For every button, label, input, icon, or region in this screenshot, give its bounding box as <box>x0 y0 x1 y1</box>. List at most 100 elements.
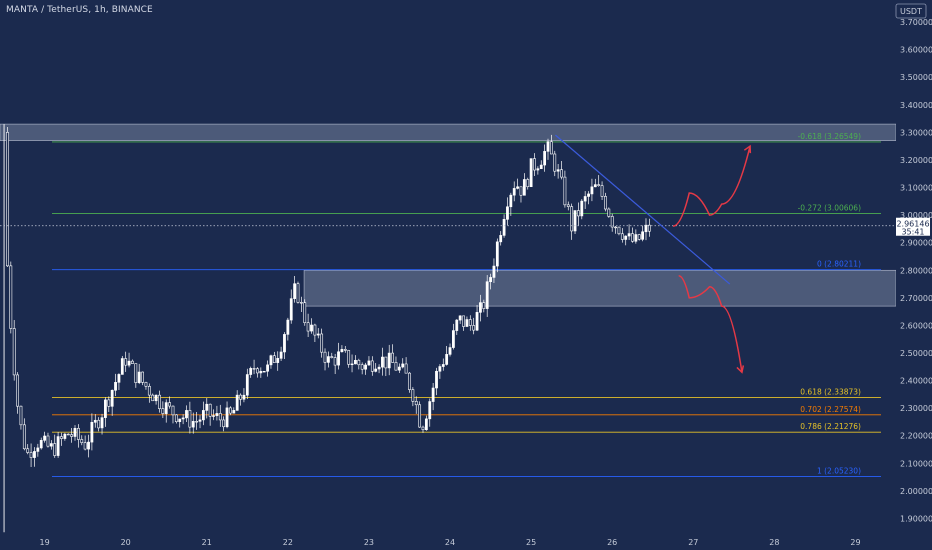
candle-body <box>614 226 617 229</box>
candle <box>326 351 330 368</box>
candle <box>323 348 327 371</box>
candle <box>191 412 195 434</box>
candle <box>556 164 560 179</box>
x-tick-label: 27 <box>688 538 698 547</box>
x-tick-label: 28 <box>769 538 779 547</box>
candle-body <box>577 210 580 217</box>
candle-body <box>566 204 570 207</box>
candle-body <box>627 233 631 237</box>
candle-body <box>316 333 320 336</box>
price-axis[interactable]: 1.90000 2.00000 2.10000 2.20000 2.30000 2.400… <box>895 0 932 550</box>
candle <box>526 177 530 190</box>
candle <box>33 447 36 467</box>
candle <box>587 191 590 205</box>
currency-label: USDT <box>900 7 922 16</box>
candle <box>303 299 307 326</box>
descending-trendline[interactable] <box>555 134 731 285</box>
fib-level-label: 1 (2.05230) <box>817 466 861 475</box>
candle-body <box>320 333 324 353</box>
candle <box>377 364 381 374</box>
candle <box>215 405 219 421</box>
candle-body <box>232 410 236 414</box>
candle <box>533 153 536 176</box>
candle <box>411 387 415 407</box>
candle-body <box>357 359 361 366</box>
candle <box>313 323 317 342</box>
candle <box>489 273 492 290</box>
candle <box>394 356 398 371</box>
candle <box>195 412 199 430</box>
candle-body <box>347 350 351 365</box>
candle <box>387 344 391 376</box>
candle <box>499 231 503 246</box>
candle <box>522 173 526 196</box>
candle-body <box>29 452 33 458</box>
candle-body <box>215 413 219 416</box>
candle-body <box>185 410 188 419</box>
candle-body <box>256 368 259 374</box>
candle <box>333 353 337 375</box>
candle-body <box>421 426 425 431</box>
candle <box>198 415 202 429</box>
candle-body <box>286 319 290 335</box>
x-tick-label: 22 <box>283 538 293 547</box>
bullish-projection-arrow[interactable] <box>672 145 751 227</box>
currency-button[interactable] <box>895 3 927 19</box>
drawings[interactable] <box>0 134 896 374</box>
candle <box>320 328 324 358</box>
candle <box>141 371 144 386</box>
candle-body <box>110 389 114 407</box>
candle-body <box>49 443 53 447</box>
y-tick-label: 3.20000 <box>900 156 932 165</box>
candle-body <box>276 358 280 363</box>
candle-body <box>556 169 560 172</box>
candle <box>272 351 276 363</box>
x-tick-label: 24 <box>445 538 455 547</box>
current-price-tag[interactable] <box>896 217 930 236</box>
candle <box>560 161 563 180</box>
candle <box>144 381 148 390</box>
candle-body <box>354 359 357 365</box>
candle <box>384 356 388 377</box>
candle-body <box>381 356 384 368</box>
candle-body <box>570 206 574 232</box>
candle-body <box>607 208 611 217</box>
candle <box>87 434 90 458</box>
candle <box>53 434 57 458</box>
candle-body <box>181 417 185 420</box>
zone-rect <box>0 123 897 141</box>
candle-body <box>33 451 36 458</box>
candle-body <box>16 374 19 407</box>
candle-body <box>343 349 347 351</box>
candle <box>316 328 320 339</box>
candle <box>627 224 631 240</box>
candle <box>39 437 43 450</box>
bearish-projection-arrow[interactable] <box>678 275 743 373</box>
candle-body <box>66 433 70 436</box>
candle-body <box>279 351 283 359</box>
candle-body <box>404 363 408 374</box>
candle-body <box>73 428 77 437</box>
candle-body <box>9 265 13 329</box>
candle-body <box>171 405 175 416</box>
candle <box>293 275 297 303</box>
time-axis[interactable]: 19 20 21 22 23 24 25 26 27 28 29 <box>40 538 861 547</box>
candle-body <box>22 424 26 450</box>
candle <box>120 355 124 375</box>
candle <box>637 233 641 241</box>
candle <box>475 304 479 331</box>
candle <box>529 158 533 188</box>
candle-body <box>272 355 276 363</box>
candle-body <box>229 407 232 414</box>
candle <box>360 362 364 375</box>
candle-body <box>445 354 449 365</box>
y-tick-label: 2.50000 <box>900 349 932 358</box>
candle <box>600 181 604 201</box>
candle <box>506 197 509 226</box>
candle-body <box>141 371 144 383</box>
candle <box>485 275 489 317</box>
candle <box>455 319 459 335</box>
fibonacci-levels[interactable]: -0.618 (3.26549) -0.272 (3.00606) 0 (2.802… <box>52 132 881 477</box>
candle <box>462 315 465 331</box>
